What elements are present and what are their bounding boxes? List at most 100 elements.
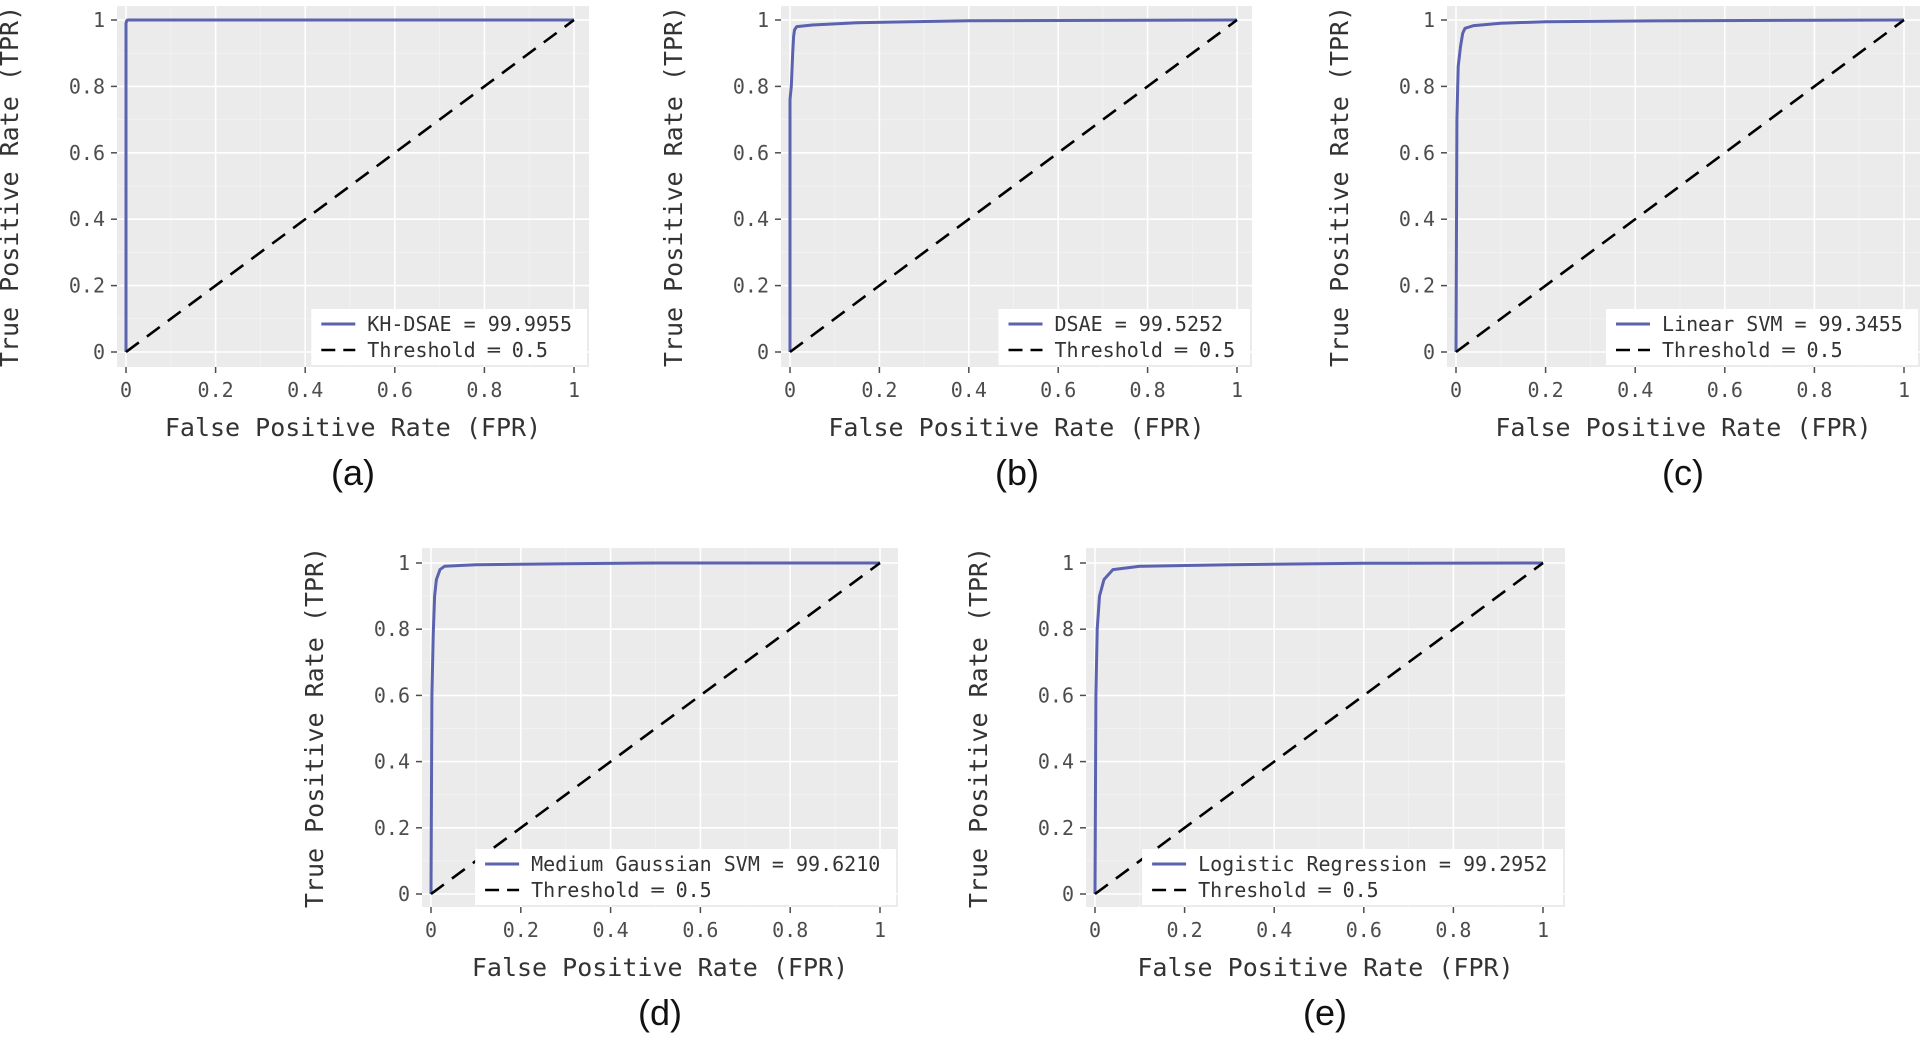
y-tick-label: 1 — [1423, 8, 1435, 32]
legend-box — [311, 309, 587, 365]
y-tick-label: 0.8 — [69, 74, 105, 98]
x-tick-label: 1 — [1537, 918, 1549, 942]
threshold-line — [1094, 561, 1544, 896]
legend-label: Logistic Regression = 99.2952 — [1198, 852, 1547, 876]
x-tick-label: 0.6 — [1346, 918, 1382, 942]
y-tick-label: 0.8 — [1038, 617, 1074, 641]
roc-curve — [429, 561, 880, 895]
x-tick-label: 0 — [784, 378, 796, 402]
legend-box — [1606, 309, 1918, 365]
y-tick-label: 0.6 — [374, 683, 410, 707]
y-tick-label: 0.2 — [733, 274, 769, 298]
x-axis-title: False Positive Rate (FPR) — [1495, 413, 1871, 442]
y-axis-title: True Positive Rate (TPR) — [964, 547, 993, 908]
legend-box — [1142, 849, 1563, 905]
roc-curve — [124, 18, 574, 352]
y-tick-label: 0.2 — [1399, 274, 1435, 298]
y-tick-label: 0.2 — [69, 274, 105, 298]
y-tick-label: 0 — [1062, 882, 1074, 906]
x-tick-label: 0 — [1089, 918, 1101, 942]
panel-caption: (a) — [331, 452, 375, 493]
plot-background — [1086, 548, 1565, 907]
legend-label: Threshold ═ 0.5 — [1198, 878, 1379, 902]
y-tick-label: 0.6 — [733, 141, 769, 165]
x-tick-label: 1 — [568, 378, 580, 402]
x-tick-label: 0.2 — [503, 918, 539, 942]
x-tick-label: 0.6 — [1707, 378, 1743, 402]
x-tick-label: 0.8 — [1796, 378, 1832, 402]
y-tick-label: 0.6 — [1399, 141, 1435, 165]
y-tick-label: 0.6 — [1038, 683, 1074, 707]
y-tick-label: 0.8 — [1399, 74, 1435, 98]
x-axis-title: False Positive Rate (FPR) — [165, 413, 541, 442]
panel-caption: (c) — [1662, 452, 1704, 493]
x-axis-title: False Positive Rate (FPR) — [1137, 953, 1513, 982]
roc-panel-c: 0 0.2 0.4 0.6 0.8 1 0 0.2 0.4 0.6 0.8 1 False Positi… — [1325, 6, 1920, 493]
y-tick-label: 0 — [1423, 340, 1435, 364]
y-tick-label: 1 — [398, 551, 410, 575]
y-tick-label: 0.4 — [733, 207, 769, 231]
y-axis-title: True Positive Rate (TPR) — [0, 6, 24, 367]
y-tick-label: 0.2 — [374, 816, 410, 840]
x-tick-label: 0.4 — [287, 378, 323, 402]
y-tick-label: 0 — [398, 882, 410, 906]
y-axis-title: True Positive Rate (TPR) — [300, 547, 329, 908]
x-tick-label: 0 — [1450, 378, 1462, 402]
x-tick-label: 0.2 — [1528, 378, 1564, 402]
x-tick-label: 0.8 — [1130, 378, 1166, 402]
panel-caption: (e) — [1303, 992, 1347, 1033]
y-tick-label: 0.4 — [1399, 207, 1435, 231]
legend-box — [998, 309, 1250, 365]
legend-label: DSAE = 99.5252 — [1055, 312, 1224, 336]
x-tick-label: 0.6 — [682, 918, 718, 942]
x-tick-label: 0 — [120, 378, 132, 402]
x-tick-label: 0.8 — [466, 378, 502, 402]
x-tick-label: 0.4 — [1617, 378, 1653, 402]
y-tick-label: 1 — [757, 8, 769, 32]
threshold-line — [430, 561, 881, 896]
legend-label: KH-DSAE = 99.9955 — [367, 312, 572, 336]
y-tick-label: 0.6 — [69, 141, 105, 165]
roc-panel-b: 0 0.2 0.4 0.6 0.8 1 0 0.2 0.4 0.6 0.8 1 False Positi… — [659, 6, 1252, 493]
x-tick-label: 1 — [1231, 378, 1243, 402]
y-tick-label: 0.4 — [69, 207, 105, 231]
x-tick-label: 0.2 — [1167, 918, 1203, 942]
threshold-line — [789, 18, 1238, 354]
y-tick-label: 0.4 — [1038, 750, 1074, 774]
roc-curve — [788, 18, 1238, 352]
y-tick-label: 1 — [93, 8, 105, 32]
roc-panel-d: 0 0.2 0.4 0.6 0.8 1 0 0.2 0.4 0.6 0.8 1 False Positi… — [300, 547, 898, 1033]
x-axis-title: False Positive Rate (FPR) — [472, 953, 848, 982]
x-tick-label: 0.6 — [1040, 378, 1076, 402]
x-tick-label: 0 — [425, 918, 437, 942]
x-tick-label: 0.6 — [377, 378, 413, 402]
x-tick-label: 0.4 — [1256, 918, 1292, 942]
legend-box — [475, 849, 896, 905]
y-tick-label: 0 — [93, 340, 105, 364]
legend-label: Threshold ═ 0.5 — [367, 338, 548, 362]
x-tick-label: 0.8 — [1435, 918, 1471, 942]
roc-curve — [1093, 561, 1544, 895]
roc-curve — [1454, 18, 1905, 353]
y-tick-label: 0.4 — [374, 750, 410, 774]
x-axis-title: False Positive Rate (FPR) — [828, 413, 1204, 442]
x-tick-label: 0.2 — [861, 378, 897, 402]
legend-label: Linear SVM = 99.3455 — [1662, 312, 1903, 336]
x-tick-label: 0.4 — [951, 378, 987, 402]
legend-label: Threshold ═ 0.5 — [531, 878, 712, 902]
x-tick-label: 1 — [874, 918, 886, 942]
y-tick-label: 0.8 — [733, 74, 769, 98]
panel-caption: (b) — [995, 452, 1039, 493]
legend-label: Medium Gaussian SVM = 99.6210 — [531, 852, 880, 876]
panel-caption: (d) — [638, 992, 682, 1033]
roc-panel-a: 0 0.2 0.4 0.6 0.8 1 0 0.2 0.4 0.6 0.8 1 False Positi… — [0, 6, 589, 493]
x-tick-label: 0.2 — [198, 378, 234, 402]
threshold-line — [1455, 18, 1905, 354]
y-tick-label: 0.2 — [1038, 816, 1074, 840]
